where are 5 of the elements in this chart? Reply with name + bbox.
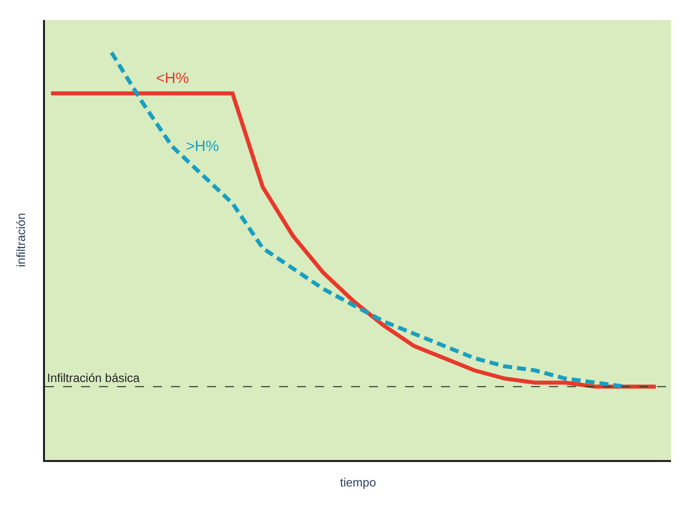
y-axis-title: infiltración xyxy=(14,212,28,268)
series-label: >H% xyxy=(186,138,219,155)
x-axis-title: tiempo xyxy=(340,476,376,490)
ref-line-label: Infiltración básica xyxy=(47,371,140,385)
series-label: <H% xyxy=(156,70,189,87)
